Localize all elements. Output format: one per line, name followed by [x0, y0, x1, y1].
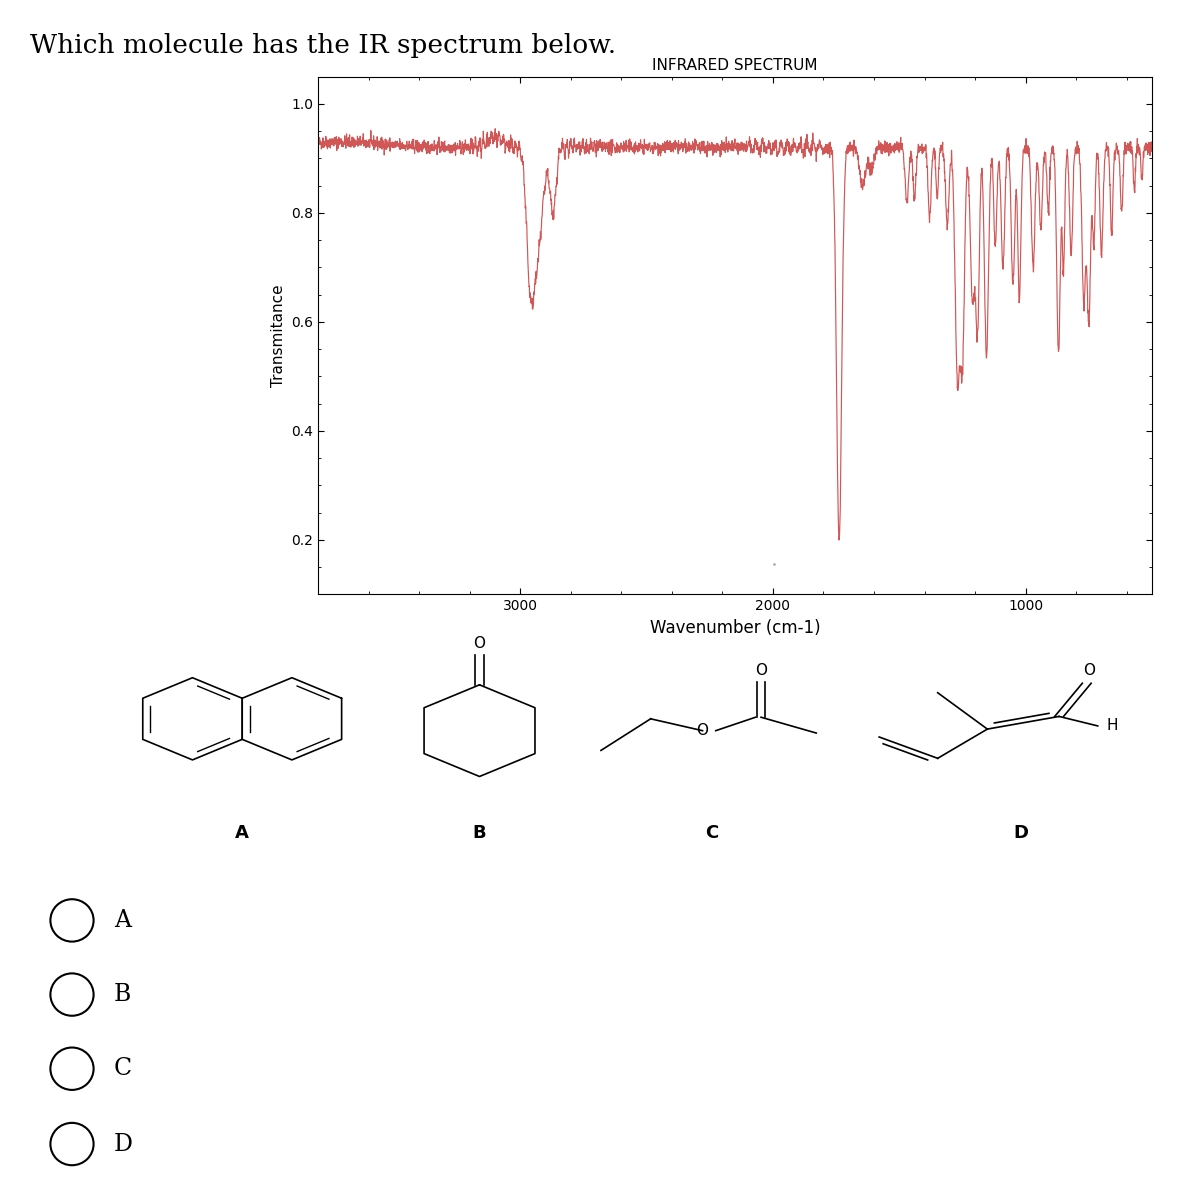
Text: O: O [1082, 663, 1094, 678]
Text: H: H [1106, 718, 1118, 733]
X-axis label: Wavenumber (cm-1): Wavenumber (cm-1) [649, 619, 821, 637]
Text: A: A [235, 824, 250, 843]
Text: O: O [474, 636, 486, 651]
Text: O: O [696, 723, 708, 738]
Text: C: C [114, 1057, 132, 1080]
Title: INFRARED SPECTRUM: INFRARED SPECTRUM [653, 58, 817, 73]
Text: C: C [704, 824, 718, 843]
Y-axis label: Transmitance: Transmitance [270, 284, 286, 387]
Text: O: O [755, 663, 767, 678]
Text: D: D [114, 1132, 133, 1156]
Text: D: D [1013, 824, 1028, 843]
Text: B: B [114, 983, 131, 1006]
Text: A: A [114, 909, 131, 932]
Text: B: B [473, 824, 486, 843]
Text: Which molecule has the IR spectrum below.: Which molecule has the IR spectrum below… [30, 33, 616, 58]
